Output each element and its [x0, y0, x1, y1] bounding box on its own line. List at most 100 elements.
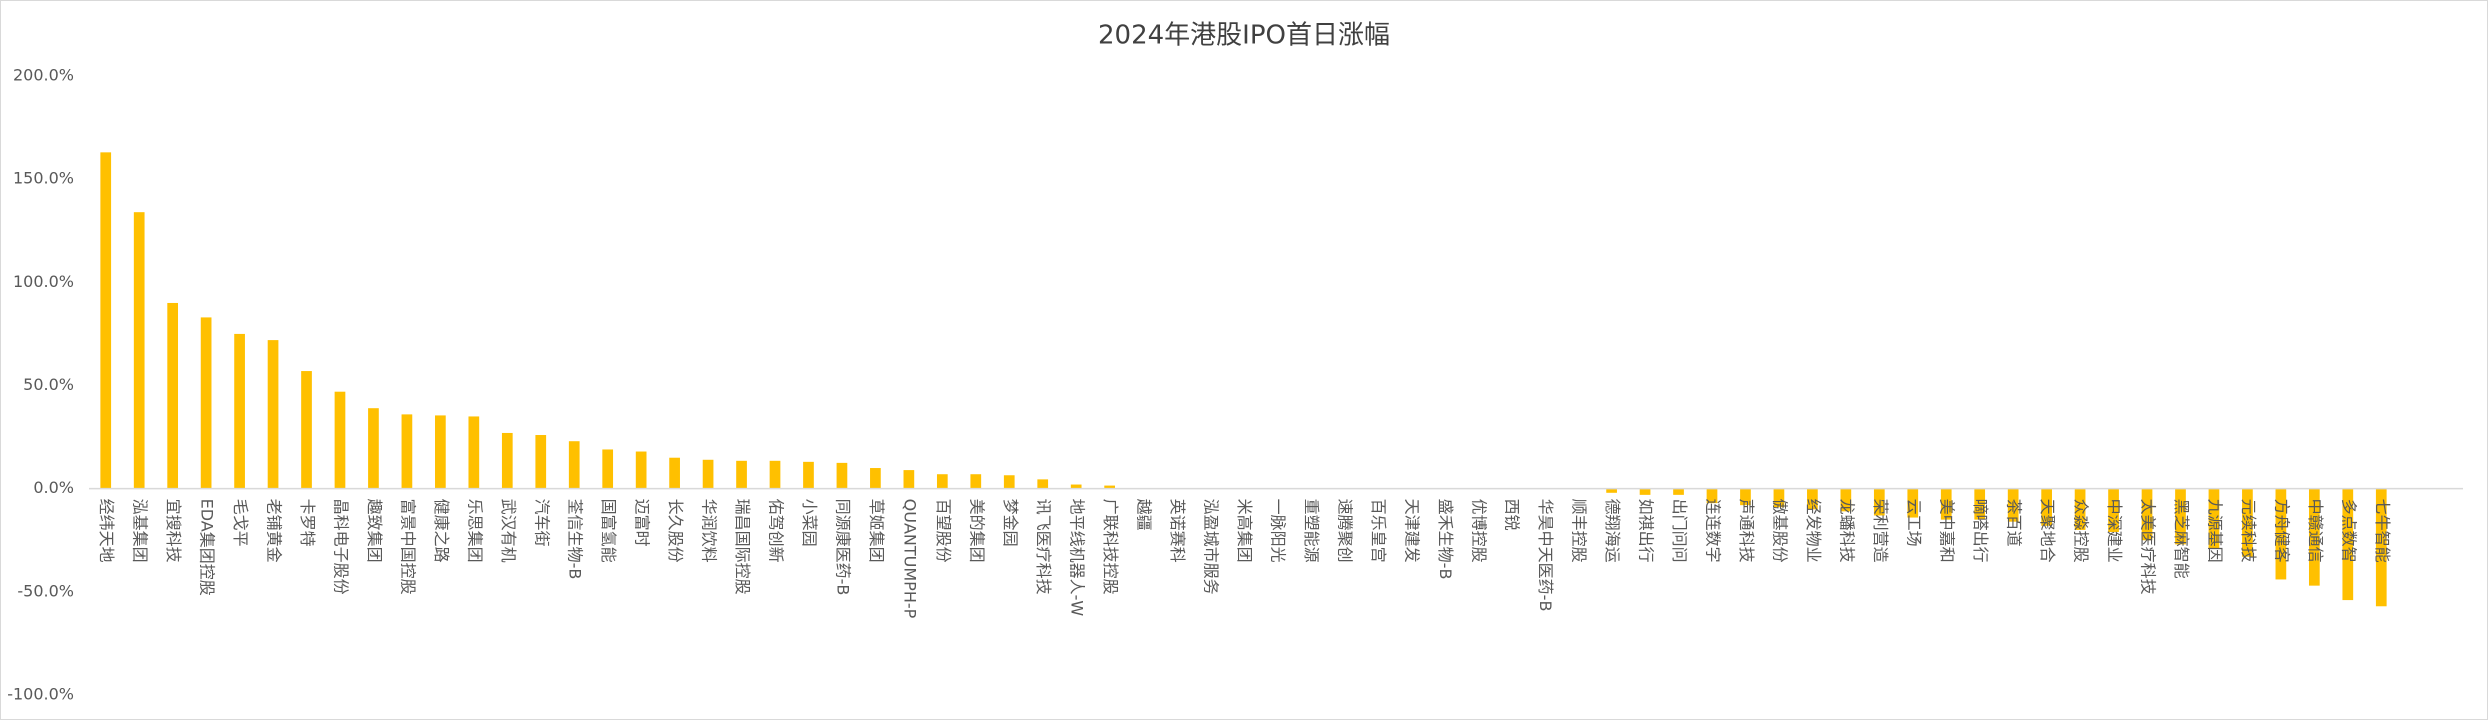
bar	[267, 340, 279, 489]
x-tick-label: 老铺黄金	[265, 499, 284, 563]
bar	[401, 414, 413, 489]
x-tick-label: 龙蟠科技	[1837, 499, 1856, 563]
x-tick-label: 太美医疗科技	[2139, 499, 2158, 595]
bar	[1639, 488, 1651, 495]
x-tick-label: QUANTUMPH-P	[900, 499, 919, 619]
x-tick-label: 瑞昌国际控股	[733, 499, 752, 595]
x-tick-label: 美中嘉和	[1938, 499, 1957, 563]
bar	[1873, 488, 1885, 516]
bar	[100, 152, 112, 489]
x-tick-label: 天津建发	[1402, 499, 1421, 563]
bar	[1840, 488, 1852, 512]
bar	[1706, 488, 1718, 504]
bar	[1037, 479, 1049, 489]
x-tick-label: 华润饮料	[700, 499, 719, 563]
y-tick-label: -100.0%	[7, 685, 74, 704]
x-tick-label: 经发物业	[1804, 499, 1823, 563]
bar	[736, 460, 747, 489]
x-tick-label: 经纬天地	[97, 499, 116, 563]
x-tick-label: 美的集团	[967, 499, 986, 563]
bar	[1070, 484, 1082, 489]
x-tick-label: 广联科技控股	[1101, 499, 1120, 595]
bar	[870, 468, 881, 489]
x-tick-label: 健康之路	[432, 499, 451, 563]
x-tick-label: 梦金园	[1001, 499, 1020, 547]
bar	[1104, 485, 1115, 489]
bar	[602, 449, 614, 489]
x-tick-label: 速腾聚创	[1335, 499, 1354, 563]
x-tick-label: 卡罗特	[298, 499, 317, 547]
x-tick-label: EDA集团控股	[198, 499, 217, 596]
y-tick-label: 150.0%	[13, 169, 74, 188]
x-tick-label: 顺丰控股	[1570, 499, 1589, 563]
x-tick-label: 武汉有机	[499, 499, 518, 563]
x-tick-label: 优博控股	[1469, 499, 1488, 563]
bar	[1974, 488, 1986, 520]
bar	[2175, 488, 2186, 545]
bar	[1940, 488, 1952, 520]
bar	[468, 416, 480, 489]
bar	[1807, 488, 1818, 510]
x-tick-label: 重塑能源	[1302, 499, 1321, 563]
bar	[535, 435, 547, 489]
bar	[435, 415, 446, 489]
bar	[769, 460, 781, 489]
x-tick-label: 百望股份	[934, 499, 953, 563]
bar	[1740, 488, 1751, 506]
bar	[501, 432, 513, 489]
x-tick-label: 晶科电子股份	[331, 499, 350, 595]
x-tick-label: 元续科技	[2239, 499, 2258, 563]
bar	[1673, 488, 1684, 495]
x-tick-label: 云工场	[1904, 499, 1923, 547]
x-tick-label: 声通科技	[1737, 499, 1756, 563]
bar	[970, 474, 982, 489]
bar	[2108, 488, 2119, 532]
x-tick-label: 讯飞医疗科技	[1034, 499, 1053, 595]
x-tick-label: 毛戈平	[231, 499, 250, 547]
bar	[702, 459, 714, 489]
x-tick-label: 富景中国控股	[398, 499, 417, 595]
bar	[2375, 488, 2387, 607]
x-tick-label: 米高集团	[1235, 499, 1254, 563]
bar	[936, 474, 948, 489]
x-tick-label: 同源康医药-B	[833, 499, 852, 596]
bar	[368, 408, 379, 489]
bar	[2242, 488, 2253, 557]
x-tick-label: 盛禾生物-B	[1436, 499, 1455, 580]
x-tick-label: 迈富时	[633, 499, 652, 547]
x-tick-label: 众淼控股	[2072, 499, 2091, 563]
y-tick-label: -50.0%	[17, 581, 74, 600]
bar	[836, 462, 848, 489]
bar	[2208, 488, 2220, 549]
x-tick-label: 百乐皇宫	[1369, 499, 1388, 563]
x-tick-label: 趣致集团	[365, 499, 384, 563]
bar	[2041, 488, 2052, 526]
x-tick-label: 国富氢能	[599, 499, 618, 563]
bar	[301, 371, 312, 489]
x-tick-label: 嘀嗒出行	[1971, 499, 1990, 563]
bar	[133, 212, 145, 489]
bar	[2007, 488, 2019, 522]
x-tick-label: 越疆	[1135, 499, 1154, 531]
y-tick-label: 100.0%	[13, 272, 74, 291]
x-tick-label: 荣利营造	[1871, 499, 1890, 563]
bar	[2342, 488, 2354, 601]
bar	[1003, 475, 1015, 489]
x-tick-label: 德翔海运	[1603, 499, 1622, 563]
x-tick-label: 华昊中天医药-B	[1536, 499, 1555, 612]
x-tick-label: 如祺出行	[1637, 499, 1656, 563]
x-tick-label: 中深建业	[2105, 499, 2124, 563]
bar	[903, 470, 915, 489]
x-tick-label: 方舟健客	[2272, 499, 2291, 563]
x-tick-label: 地平线机器人-W	[1068, 499, 1087, 617]
bar	[2074, 488, 2086, 530]
x-tick-label: 佑驾创新	[767, 499, 786, 563]
x-tick-label: 乐思集团	[465, 499, 484, 563]
x-tick-label: 天聚地合	[2038, 499, 2057, 563]
y-tick-label: 200.0%	[13, 66, 74, 85]
bar	[635, 451, 647, 489]
bar	[334, 391, 346, 489]
